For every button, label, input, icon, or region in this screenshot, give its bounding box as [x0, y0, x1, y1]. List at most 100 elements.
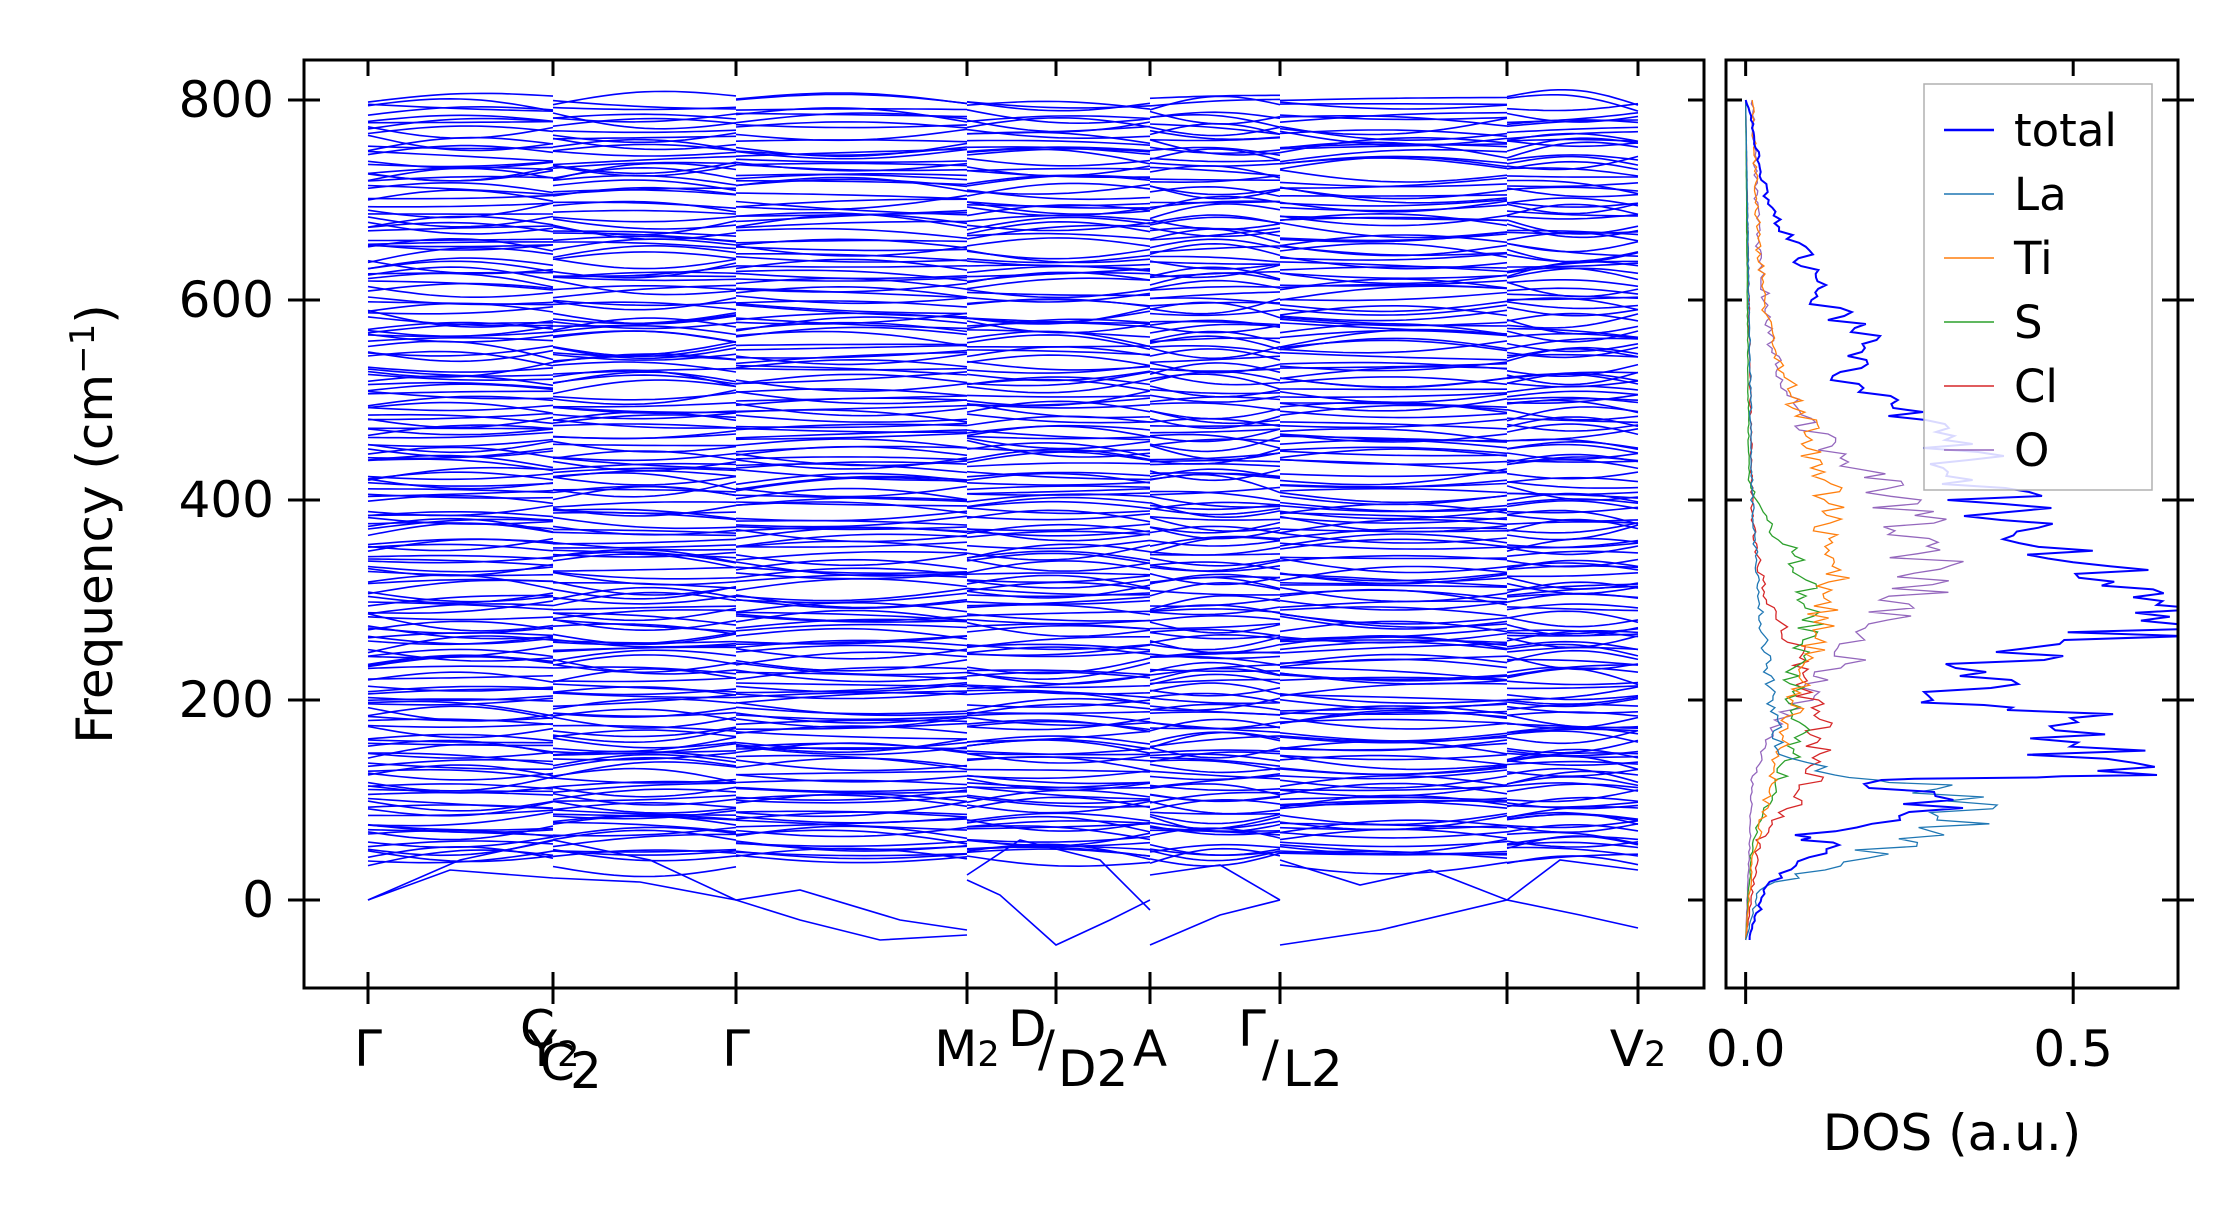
band-branch — [367, 334, 1639, 357]
dos-panel — [1724, 58, 2194, 1004]
band-branch — [367, 176, 1639, 204]
k-point-label: Γ — [354, 1020, 382, 1078]
y-tick-label: 800 — [179, 71, 274, 129]
band-branch — [367, 551, 1639, 568]
k-point-label: Γ — [722, 1020, 750, 1078]
band-branch — [367, 456, 1639, 474]
band-branch — [367, 346, 1639, 365]
band-branch — [367, 654, 1638, 683]
band-branch — [367, 757, 1639, 781]
band-branch — [367, 135, 1639, 158]
band-branch — [367, 826, 1639, 848]
band-branch — [367, 400, 1639, 425]
band-branch — [368, 427, 1639, 443]
band-branch — [367, 89, 1639, 112]
band-branch — [368, 112, 1639, 128]
k-point-label-overlay: C — [520, 1000, 555, 1058]
legend-label-cl: Cl — [2014, 360, 2058, 413]
band-branch — [367, 485, 1639, 506]
legend-label-o: O — [2014, 424, 2049, 477]
band-branch — [367, 339, 1639, 360]
band-branch — [367, 581, 1639, 603]
band-branch — [367, 770, 1639, 793]
band-branch — [367, 691, 1639, 710]
band-branch — [367, 581, 1639, 609]
k-point-label-overlay: 2 — [570, 1042, 602, 1100]
band-branch — [367, 466, 1639, 486]
band-branch — [367, 451, 1639, 470]
band-branch — [367, 247, 1639, 270]
dos-legend: total La Ti S Cl O — [1923, 83, 2153, 491]
band-branch — [367, 829, 1639, 857]
band-branch — [367, 521, 1639, 542]
y-tick-label: 200 — [179, 671, 274, 729]
band-branch — [367, 609, 1639, 638]
band-branch — [367, 468, 1639, 491]
band-branch — [367, 438, 1639, 458]
band-branch — [367, 533, 1639, 552]
band-lines — [367, 89, 1639, 946]
dos-series-cl — [1745, 100, 1834, 941]
band-branch — [367, 240, 1639, 260]
band-branch — [367, 141, 1639, 162]
band-branch — [367, 697, 1639, 715]
band-branch — [367, 717, 1639, 732]
band-branch — [367, 399, 1639, 419]
band-branch — [367, 700, 1639, 718]
acoustic-branch — [966, 879, 1151, 946]
band-branch — [367, 178, 1639, 200]
band-branch — [367, 682, 1639, 701]
dos-x-tick-label: 0.5 — [2033, 1020, 2113, 1078]
band-branch — [367, 503, 1639, 525]
band-branch — [367, 793, 1639, 815]
band-branch — [367, 195, 1639, 219]
band-branch — [367, 155, 1639, 175]
band-branch — [367, 105, 1639, 125]
y-tick-label: 400 — [179, 471, 274, 529]
band-branch — [368, 200, 1639, 227]
dos-curves — [1744, 99, 2178, 941]
band-branch — [367, 348, 1639, 372]
band-branch — [367, 718, 1639, 742]
dos-series-ti — [1745, 99, 1850, 941]
band-branch — [367, 492, 1639, 520]
band-branch — [367, 285, 1639, 311]
band-branch — [367, 92, 1639, 112]
band-branch — [367, 237, 1639, 264]
k-point-label: M2 — [934, 1020, 999, 1078]
band-branch — [367, 725, 1639, 749]
band-branch — [367, 197, 1639, 210]
band-branch — [367, 685, 1639, 705]
band-branch — [367, 517, 1639, 543]
dos-x-tick-label: 0.0 — [1706, 1020, 1786, 1078]
band-branch — [367, 729, 1639, 754]
band-branch — [367, 639, 1639, 660]
k-point-label-overlay: / — [1038, 1020, 1055, 1078]
band-branch — [367, 796, 1639, 818]
k-point-label: V2 — [1610, 1020, 1667, 1078]
band-branch — [367, 148, 1639, 168]
y-tick-label: 600 — [179, 271, 274, 329]
band-branch — [367, 764, 1639, 784]
band-branch — [367, 433, 1639, 454]
band-branch — [367, 353, 1639, 378]
legend-label-la: La — [2014, 168, 2067, 221]
band-branch — [367, 362, 1639, 382]
k-point-label-overlay: D2 — [1058, 1040, 1128, 1098]
y-tick-label: 0 — [242, 871, 274, 929]
dos-series-s — [1745, 100, 1825, 941]
band-branch — [367, 767, 1639, 789]
band-branch — [368, 186, 1639, 215]
acoustic-branch — [1279, 859, 1639, 901]
band-branch — [367, 501, 1639, 524]
k-point-label-overlay: D — [1008, 1000, 1047, 1058]
legend-label-total: total — [2014, 104, 2117, 157]
band-branch — [367, 676, 1639, 694]
k-point-label-overlay: / — [1262, 1030, 1279, 1088]
legend-label-s: S — [2014, 296, 2043, 349]
band-branch — [367, 221, 1639, 242]
band-branch — [367, 203, 1639, 228]
band-branch — [367, 361, 1639, 386]
